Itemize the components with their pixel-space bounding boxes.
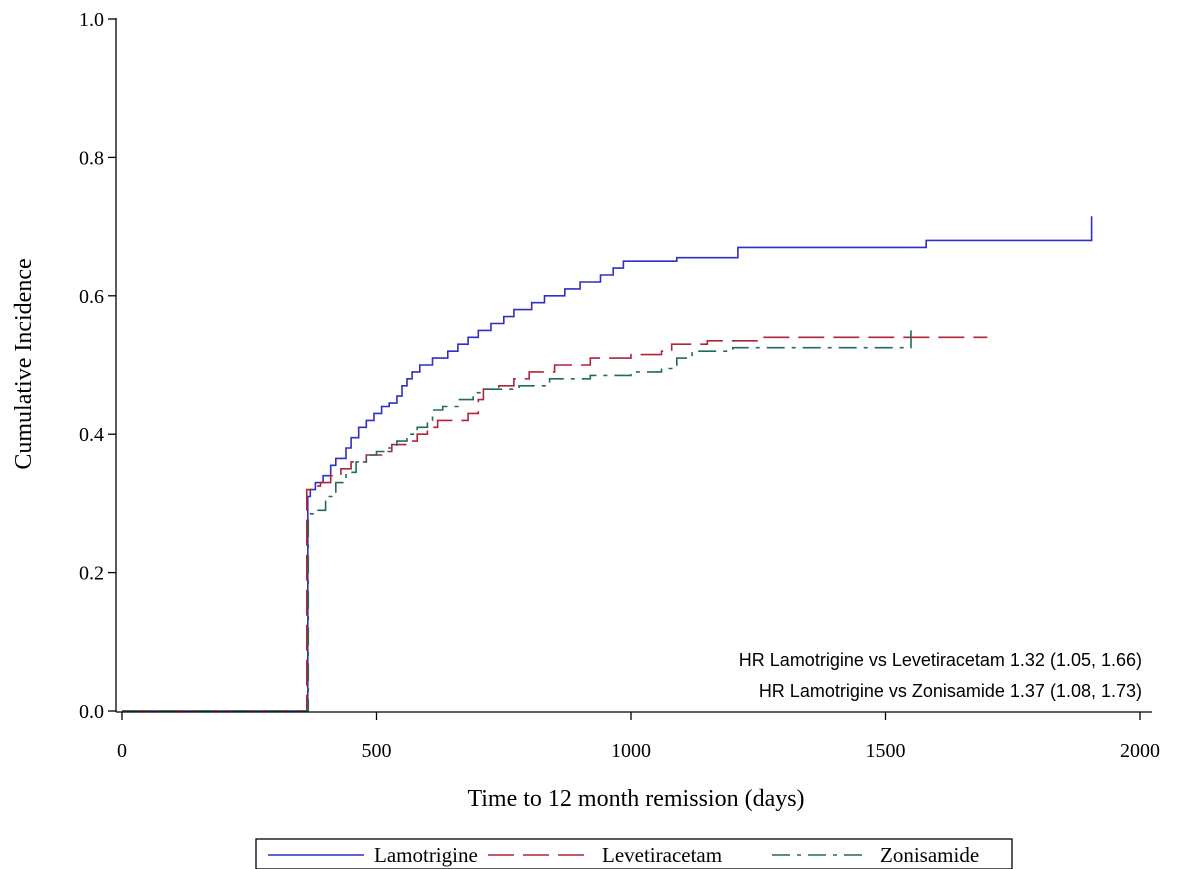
y-tick-label: 0.2 xyxy=(79,563,104,585)
x-axis-title: Time to 12 month remission (days) xyxy=(467,786,804,812)
y-tick-label: 0.6 xyxy=(79,286,104,308)
legend-box xyxy=(255,838,1013,869)
hr-annotation-zonisamide: HR Lamotrigine vs Zonisamide 1.37 (1.08,… xyxy=(759,681,1142,701)
y-axis-title: Cumulative Incidence xyxy=(11,258,37,469)
y-tick-label: 0.4 xyxy=(79,424,104,446)
legend-label-levetiracetam: Levetiracetam xyxy=(602,843,722,867)
legend-label-zonisamide: Zonisamide xyxy=(880,843,979,867)
x-tick-label: 2000 xyxy=(1120,740,1160,762)
y-tick-label: 0.0 xyxy=(79,701,104,723)
y-tick-label: 0.8 xyxy=(79,147,104,169)
legend-label-lamotrigine: Lamotrigine xyxy=(374,843,478,867)
legend: Lamotrigine Levetiracetam Zonisamide xyxy=(255,838,1013,869)
x-tick-label: 1000 xyxy=(611,740,651,762)
x-tick-label: 0 xyxy=(117,740,127,762)
x-tick-label: 1500 xyxy=(866,740,906,762)
y-ticks: 0.0 0.2 0.4 0.6 0.8 1.0 xyxy=(79,9,116,723)
series-line-lamotrigine xyxy=(122,216,1093,712)
series-layer xyxy=(122,216,1093,712)
y-tick-label: 1.0 xyxy=(79,9,104,31)
x-ticks: 0 500 1000 1500 2000 xyxy=(117,712,1160,762)
hr-annotation-levetiracetam: HR Lamotrigine vs Levetiracetam 1.32 (1.… xyxy=(739,650,1142,670)
x-tick-label: 500 xyxy=(362,740,392,762)
series-line-zonisamide xyxy=(122,330,912,712)
